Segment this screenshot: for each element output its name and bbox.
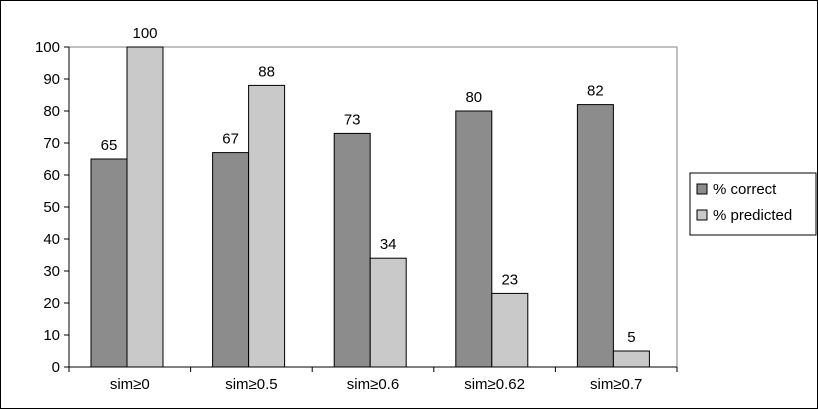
legend-box xyxy=(689,172,817,236)
bar xyxy=(126,46,164,368)
y-tick-label: 20 xyxy=(43,295,60,312)
data-label: 73 xyxy=(344,111,361,128)
x-tick-label: sim≥0.6 xyxy=(347,376,399,393)
data-label: 88 xyxy=(258,63,275,80)
data-label: 67 xyxy=(222,131,239,148)
data-label: 100 xyxy=(132,25,157,42)
y-tick-label: 30 xyxy=(43,263,60,280)
bar xyxy=(576,104,614,368)
x-tick-label: sim≥0.5 xyxy=(225,376,277,393)
bar xyxy=(212,152,250,368)
data-label: 65 xyxy=(101,137,118,154)
legend: % correct % predicted xyxy=(689,172,817,236)
bar xyxy=(491,292,529,368)
y-tick-label: 10 xyxy=(43,327,60,344)
data-label: 80 xyxy=(465,89,482,106)
x-tick-label: sim≥0.7 xyxy=(590,376,642,393)
data-label: 82 xyxy=(587,83,604,100)
plot-area: 0 10 20 30 40 50 60 70 80 90 100 65 100 sim≥0 67 88 sim≥… xyxy=(35,25,678,393)
y-tick-label: 70 xyxy=(43,135,60,152)
bar xyxy=(369,257,407,368)
data-label: 34 xyxy=(380,236,397,253)
bar xyxy=(333,132,371,368)
bar xyxy=(455,110,493,368)
legend-label: % predicted xyxy=(713,207,792,224)
x-tick-label: sim≥0.62 xyxy=(464,376,525,393)
bar xyxy=(612,350,650,368)
legend-swatch xyxy=(696,209,708,221)
x-tick-label: sim≥0 xyxy=(110,376,150,393)
y-tick-label: 0 xyxy=(52,359,60,376)
y-tick-label: 40 xyxy=(43,231,60,248)
legend-label: % correct xyxy=(713,181,777,198)
y-tick-label: 90 xyxy=(43,71,60,88)
y-tick-label: 60 xyxy=(43,167,60,184)
data-label: 23 xyxy=(501,271,518,288)
legend-swatch xyxy=(696,183,708,195)
bar xyxy=(90,158,128,368)
bar xyxy=(248,84,286,368)
y-tick-label: 50 xyxy=(43,199,60,216)
data-label: 5 xyxy=(627,329,635,346)
y-tick-label: 80 xyxy=(43,103,60,120)
y-tick-label: 100 xyxy=(35,39,60,56)
